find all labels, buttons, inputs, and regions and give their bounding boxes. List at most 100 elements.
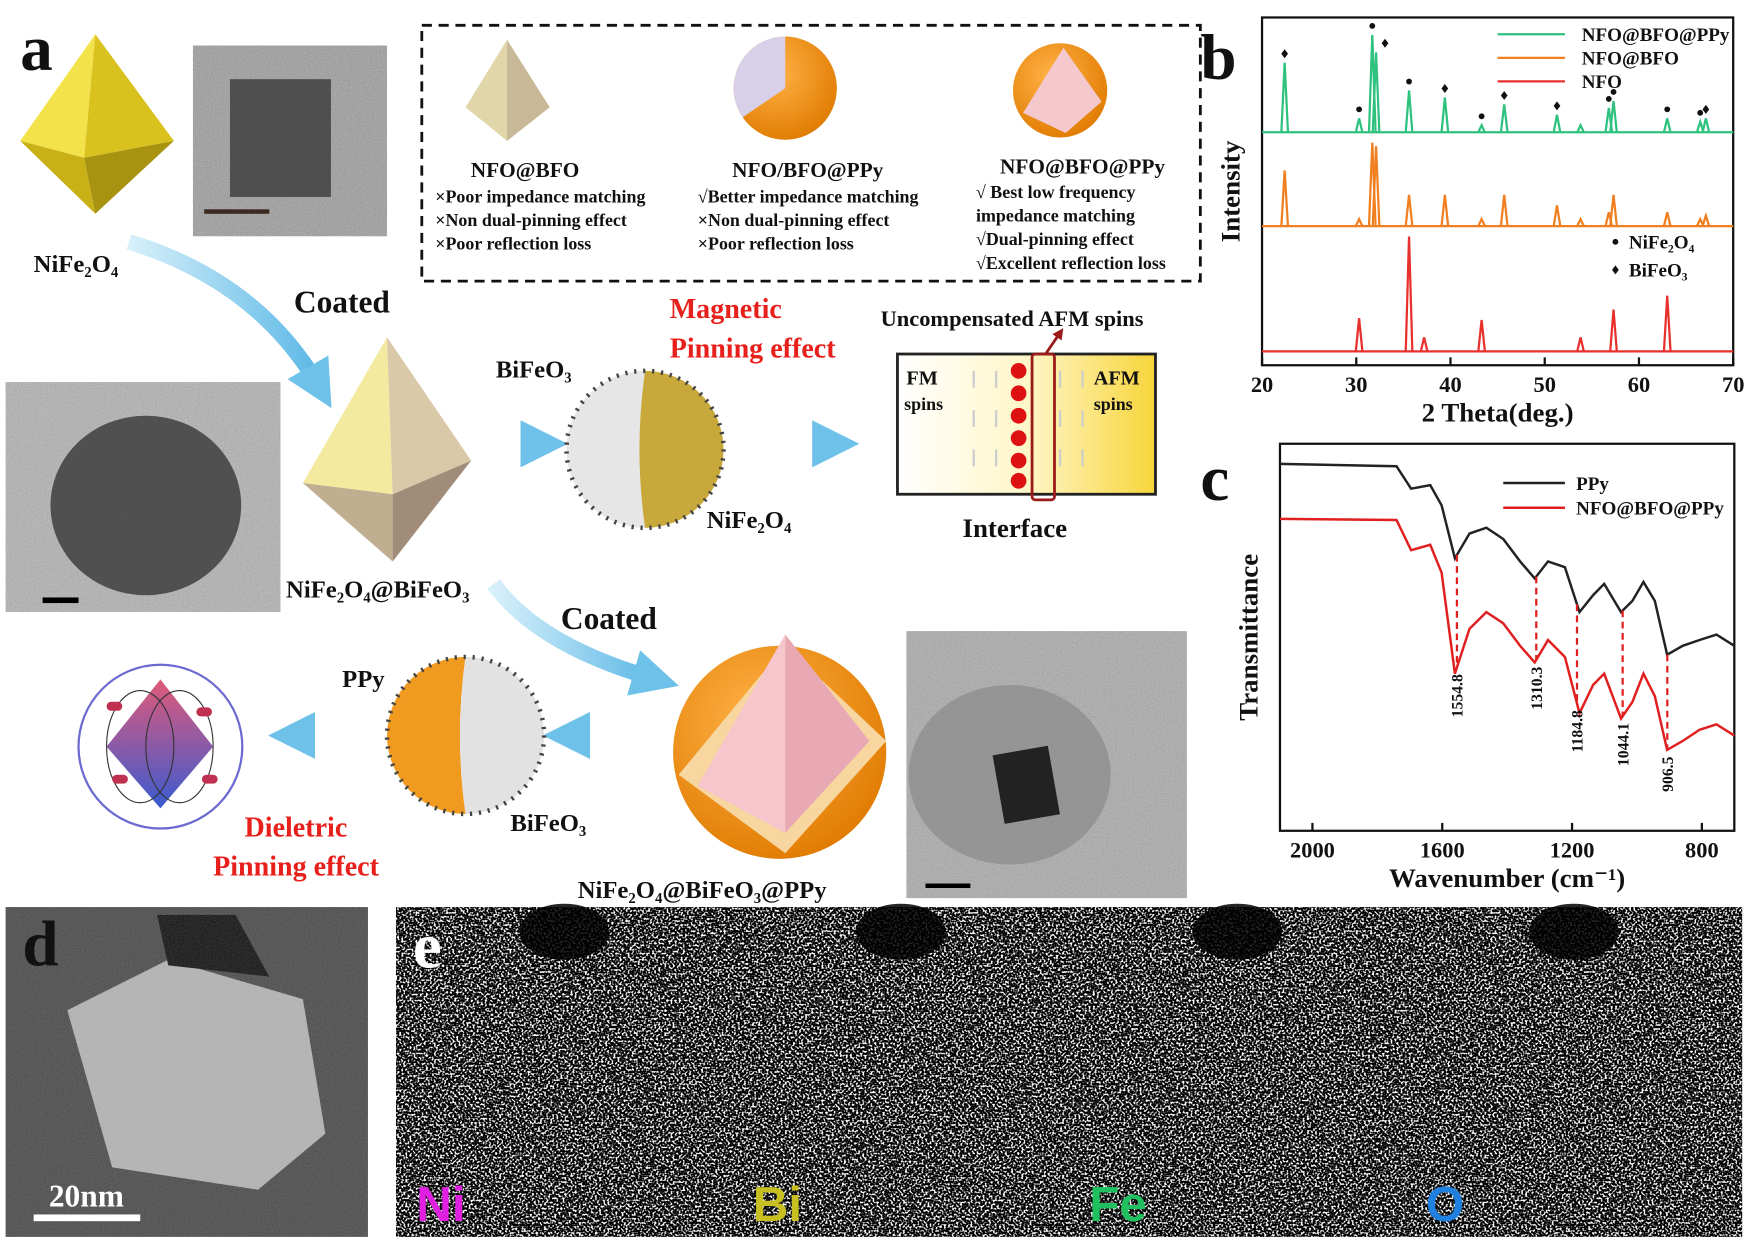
circle-label: BiFeO₃ xyxy=(496,357,572,384)
shape xyxy=(42,597,79,604)
interface-circle xyxy=(564,368,726,531)
material-label: NiFe₂O₄ xyxy=(34,251,119,278)
peak xyxy=(1499,194,1509,227)
peak xyxy=(1477,216,1486,227)
phase-marker xyxy=(1697,109,1704,116)
x-tick-label: 20 xyxy=(1251,372,1273,397)
series-line xyxy=(1279,517,1735,752)
eds-dots xyxy=(1405,907,1743,1237)
comparison-line: √Dual-pinning effect xyxy=(976,229,1134,249)
comparison-line: √Excellent reflection loss xyxy=(976,253,1166,273)
peak xyxy=(1552,205,1562,227)
x-tick-label: 70 xyxy=(1722,372,1744,397)
tem-image xyxy=(192,45,388,237)
shape xyxy=(1010,407,1027,424)
element-label: O xyxy=(1426,1177,1464,1232)
shape xyxy=(201,774,218,784)
peak xyxy=(1609,100,1618,133)
peak xyxy=(1662,118,1672,133)
peak xyxy=(1440,97,1450,133)
legend-label: NFO@BFO@PPy xyxy=(1582,25,1730,46)
comparison-line: ×Poor reflection loss xyxy=(435,234,591,254)
scale-label: 20nm xyxy=(49,1179,124,1214)
shape xyxy=(106,690,175,804)
box-label: FM xyxy=(906,367,937,389)
x-tick-label: 50 xyxy=(1534,372,1556,397)
shape xyxy=(1010,472,1027,489)
phase-marker xyxy=(1281,49,1289,59)
arrow xyxy=(487,579,679,696)
x-tick-label: 40 xyxy=(1439,372,1461,397)
comparison-title: NFO/BFO@PPy xyxy=(732,158,883,182)
phase-marker xyxy=(1381,38,1389,48)
interface-circle xyxy=(384,654,547,817)
eds-dots xyxy=(732,907,1070,1237)
comparison-title: NFO@BFO xyxy=(471,158,580,182)
panel-label: b xyxy=(1200,22,1236,94)
peak xyxy=(1576,122,1585,133)
x-axis-label: Wavenumber (cm⁻¹) xyxy=(1389,863,1625,893)
tem-image xyxy=(5,382,281,613)
peak xyxy=(1371,52,1381,133)
box-label: spins xyxy=(904,394,943,414)
shape xyxy=(384,654,547,817)
peak xyxy=(1701,118,1711,133)
phase-marker xyxy=(1356,106,1363,113)
annotation-label: 1044.1 xyxy=(1615,723,1632,766)
eds-dots xyxy=(395,907,733,1237)
plot-frame xyxy=(1260,16,1735,367)
peak xyxy=(1419,337,1429,352)
peak xyxy=(1440,194,1450,227)
comparison-line: ×Poor reflection loss xyxy=(698,234,854,254)
peak xyxy=(1404,194,1414,227)
dipole-circle xyxy=(77,663,244,830)
legend-label: NFO@BFO xyxy=(1582,49,1679,70)
phase-marker xyxy=(1610,89,1617,95)
shape xyxy=(1010,362,1027,489)
legend-label: BiFeO₃ xyxy=(1629,261,1688,282)
peak xyxy=(1280,170,1290,227)
eds-void xyxy=(519,903,610,960)
shape xyxy=(20,34,96,158)
peak xyxy=(1354,318,1364,352)
peak xyxy=(1477,122,1486,133)
coated-sphere xyxy=(673,634,887,859)
thumbnail xyxy=(733,36,837,140)
effect-label: Magnetic xyxy=(670,294,782,325)
element-label: Ni xyxy=(416,1177,465,1232)
shape xyxy=(1030,352,1056,502)
x-axis-label: 2 Theta(deg.) xyxy=(1422,397,1574,427)
circle-label: NiFe₂O₄ xyxy=(707,507,792,534)
legend-label: NFO xyxy=(1582,72,1622,93)
phase-marker xyxy=(1553,101,1561,111)
annotation-label: 1184.8 xyxy=(1570,710,1587,752)
element-label: Fe xyxy=(1089,1177,1147,1232)
shape xyxy=(302,337,393,495)
panel-d: d 20nm xyxy=(5,907,368,1237)
peak xyxy=(1404,236,1414,352)
comparison-line: √ Best low frequency xyxy=(976,182,1136,202)
shape xyxy=(387,656,466,814)
peak xyxy=(1576,337,1585,352)
shape xyxy=(302,483,393,562)
shape xyxy=(1010,362,1027,379)
legend-label: NFO@BFO@PPy xyxy=(1576,498,1724,519)
eds-dots xyxy=(1069,907,1406,1237)
y-axis-label: Intensity xyxy=(1216,140,1246,242)
circle-label: PPy xyxy=(342,666,385,693)
element-label: Bi xyxy=(753,1177,802,1232)
peak xyxy=(1662,295,1672,352)
phase-marker xyxy=(1500,90,1508,100)
panel-label: e xyxy=(413,911,442,983)
x-tick-label: 1600 xyxy=(1420,838,1465,863)
annotation-label: 1310.3 xyxy=(1529,666,1546,709)
peak xyxy=(1371,146,1381,227)
shape xyxy=(459,656,545,814)
plot-frame xyxy=(1278,442,1736,832)
comparison-line: ×Non dual-pinning effect xyxy=(435,210,627,230)
peak xyxy=(1701,211,1711,227)
box-label: spins xyxy=(1094,394,1133,414)
shape xyxy=(106,701,218,784)
x-tick-label: 2000 xyxy=(1290,838,1335,863)
